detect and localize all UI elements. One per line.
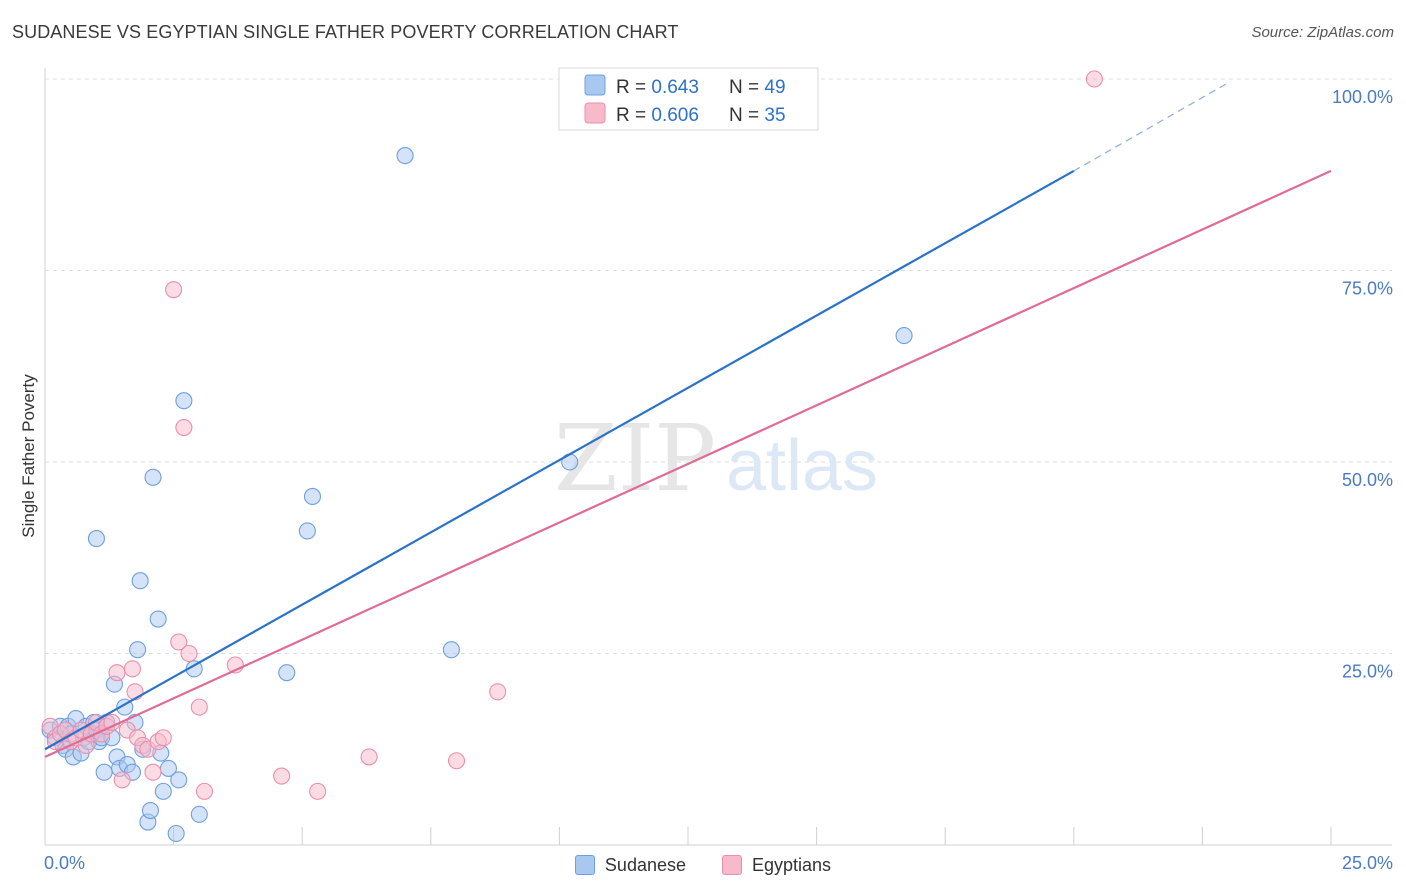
point-sudanese-39 [167, 824, 185, 843]
point-egyptians-13 [108, 664, 126, 682]
y-tick-label-50: 50.0% [1342, 470, 1393, 490]
point-egyptians-34 [447, 752, 466, 770]
svg-text:N = 35: N = 35 [729, 105, 786, 126]
point-egyptians-33 [360, 748, 378, 766]
point-egyptians-28 [190, 698, 208, 716]
legend-r-value-sudanese: 0.643 [651, 77, 699, 98]
chart-title: SUDANESE VS EGYPTIAN SINGLE FATHER POVER… [12, 22, 679, 42]
legend-bottom-label-egyptians: Egyptians [752, 854, 832, 875]
legend-n-value-egyptians: 35 [764, 105, 785, 126]
source-label: Source: ZipAtlas.com [1251, 24, 1394, 41]
point-sudanese-28 [129, 641, 147, 659]
svg-text:N = 49: N = 49 [729, 77, 786, 98]
svg-text:R = 0.606: R = 0.606 [616, 105, 699, 126]
watermark-zip: ZIP [554, 405, 716, 512]
point-egyptians-14 [113, 771, 131, 789]
point-sudanese-47 [396, 147, 414, 165]
legend-bottom-egyptians: Egyptians [722, 855, 831, 876]
legend-bottom-swatch-sudanese [574, 855, 595, 875]
legend-top: R = 0.643 N = 49 R = 0.606 N = 35 [558, 67, 819, 131]
point-egyptians-32 [309, 782, 327, 800]
point-sudanese-48 [442, 641, 460, 659]
x-tick-label-min: 0.0% [44, 853, 85, 873]
point-sudanese-34 [144, 468, 162, 486]
legend-swatch-egyptians [584, 102, 606, 124]
svg-text:R = 0.643: R = 0.643 [616, 77, 699, 98]
point-egyptians-24 [165, 281, 183, 299]
point-sudanese-30 [87, 530, 105, 548]
point-sudanese-44 [278, 664, 296, 682]
legend-r-label-sudanese: R = [616, 77, 651, 98]
point-sudanese-35 [149, 610, 167, 628]
legend-bottom: Sudanese Egyptians [0, 852, 1406, 878]
trend-line-egyptians [44, 169, 1332, 758]
y-tick-label-75: 75.0% [1342, 279, 1393, 299]
point-egyptians-16 [123, 660, 141, 678]
legend-bottom-sudanese: Sudanese [574, 854, 686, 876]
legend-bottom-swatch-egyptians [722, 855, 742, 875]
point-sudanese-45 [298, 522, 316, 540]
point-egyptians-31 [273, 767, 291, 785]
point-egyptians-29 [195, 782, 214, 800]
trend-line-sudanese-extension [1073, 82, 1229, 172]
y-tick-label-25: 25.0% [1342, 662, 1393, 682]
point-egyptians-25 [170, 633, 188, 651]
point-egyptians-21 [144, 763, 162, 781]
legend-r-value-egyptians: 0.606 [651, 105, 699, 126]
x-tick-label-max: 25.0% [1342, 853, 1393, 873]
legend-n-value-sudanese: 49 [764, 77, 785, 98]
legend-n-label-egyptians: N = [729, 105, 764, 126]
watermark-atlas: atlas [726, 426, 878, 506]
x-ticks [173, 827, 1332, 845]
series-egyptians-points [41, 70, 1103, 800]
point-sudanese-50 [895, 327, 913, 345]
legend-swatch-sudanese [584, 74, 606, 96]
legend-r-label-egyptians: R = [616, 105, 651, 126]
point-sudanese-41 [175, 392, 193, 410]
point-sudanese-33 [141, 801, 160, 820]
point-sudanese-46 [303, 487, 322, 506]
y-axis-label: Single Father Poverty [19, 374, 38, 538]
point-sudanese-43 [190, 805, 208, 823]
legend-bottom-label-sudanese: Sudanese [604, 854, 686, 875]
trend-line-sudanese [44, 169, 1075, 751]
point-egyptians-26 [175, 418, 193, 437]
point-sudanese-29 [131, 572, 149, 590]
point-egyptians-23 [154, 729, 172, 747]
point-egyptians-27 [180, 644, 198, 663]
gridlines [45, 78, 1392, 654]
y-tick-label-100: 100.0% [1332, 87, 1393, 107]
legend-n-label-sudanese: N = [729, 77, 764, 98]
point-egyptians-35 [489, 683, 507, 701]
y-tick-labels: 25.0% 50.0% 75.0% 100.0% [1332, 87, 1393, 682]
point-sudanese-37 [154, 782, 172, 800]
point-sudanese-40 [170, 771, 188, 789]
point-sudanese-18 [95, 763, 113, 781]
point-egyptians-36 [1085, 70, 1103, 88]
